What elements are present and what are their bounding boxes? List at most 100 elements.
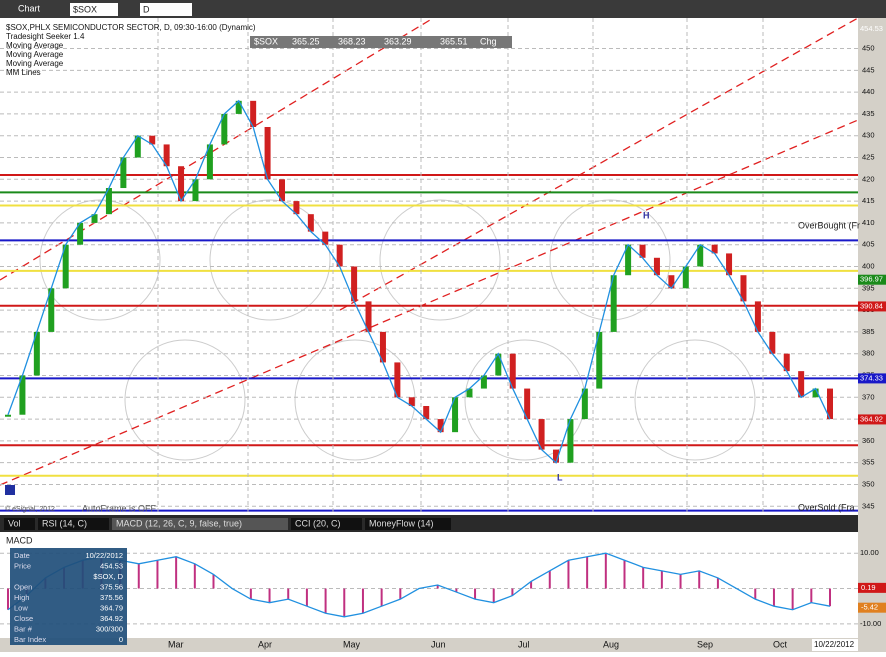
y-tick-label: 430 bbox=[862, 131, 875, 140]
indicator-tab[interactable] bbox=[38, 518, 109, 530]
overbought-label: OverBought (Fr bbox=[798, 220, 860, 230]
y-tick-label: 345 bbox=[862, 501, 875, 510]
candle bbox=[524, 388, 531, 420]
month-label: Aug bbox=[603, 639, 619, 649]
quote-open: 365.25 bbox=[292, 36, 320, 46]
data-window-value: 300/300 bbox=[96, 624, 123, 633]
data-window-value: $SOX, D bbox=[93, 572, 123, 581]
indicator-tab[interactable] bbox=[291, 518, 362, 530]
data-window-label: Low bbox=[14, 603, 28, 612]
toolbar bbox=[0, 0, 886, 18]
candle bbox=[77, 222, 84, 245]
candle bbox=[105, 188, 112, 215]
macd-title: MACD bbox=[6, 535, 33, 545]
indicator-tab-label[interactable]: Vol bbox=[8, 518, 21, 528]
candle bbox=[596, 331, 603, 389]
candle bbox=[423, 406, 430, 420]
candle bbox=[235, 100, 242, 114]
indicator-tab[interactable] bbox=[112, 518, 288, 530]
y-tick-label: 360 bbox=[862, 436, 875, 445]
month-label: May bbox=[343, 639, 361, 649]
macd-flag-label: -5.42 bbox=[861, 603, 878, 612]
indicator-tab-label[interactable]: MoneyFlow (14) bbox=[369, 518, 434, 528]
indicator-tab[interactable] bbox=[4, 518, 35, 530]
quote-close: 365.51 bbox=[440, 36, 468, 46]
p-marker[interactable] bbox=[5, 485, 15, 495]
price-flag bbox=[858, 23, 886, 34]
candle bbox=[740, 275, 747, 302]
candle bbox=[581, 388, 588, 420]
interval-box[interactable] bbox=[140, 3, 192, 16]
quote-symbol: $SOX bbox=[254, 36, 278, 46]
y-tick-label: 435 bbox=[862, 109, 875, 118]
data-window-label: High bbox=[14, 593, 29, 602]
data-window-label: Bar # bbox=[14, 624, 33, 633]
candle bbox=[452, 397, 459, 433]
candle bbox=[769, 331, 776, 354]
data-window-value: 375.56 bbox=[100, 582, 123, 591]
candle bbox=[221, 113, 228, 145]
data-window bbox=[10, 548, 127, 645]
quote-bar bbox=[250, 36, 512, 48]
data-window-value: 454.53 bbox=[100, 561, 123, 570]
window-title: Chart bbox=[18, 3, 41, 13]
y-tick-label: 450 bbox=[862, 44, 875, 53]
data-window-value: 364.92 bbox=[100, 614, 123, 623]
legend-line: $SOX,PHLX SEMICONDUCTOR SECTOR, D, 09:30… bbox=[6, 23, 256, 32]
candle bbox=[437, 419, 444, 433]
y-tick-label: 350 bbox=[862, 479, 875, 488]
legend-line: Moving Average bbox=[6, 59, 64, 68]
symbol[interactable]: $SOX bbox=[73, 4, 97, 14]
y-tick-label: 405 bbox=[862, 240, 875, 249]
candle bbox=[264, 126, 271, 180]
price-flag-label: 364.92 bbox=[860, 414, 883, 423]
macd-tick-label: -10.00 bbox=[860, 619, 881, 628]
data-window-label: Open bbox=[14, 582, 32, 591]
candle bbox=[538, 419, 545, 450]
y-tick-label: 400 bbox=[862, 261, 875, 270]
data-window-value: 375.56 bbox=[100, 593, 123, 602]
month-label: Oct bbox=[773, 639, 788, 649]
indicator-tab[interactable] bbox=[365, 518, 451, 530]
macd-flag-label: 0.19 bbox=[861, 583, 876, 592]
symbol-box[interactable] bbox=[70, 3, 118, 16]
candle bbox=[783, 353, 790, 372]
data-window-label: Date bbox=[14, 551, 30, 560]
candle bbox=[178, 166, 185, 202]
candle bbox=[192, 179, 199, 202]
candle bbox=[697, 244, 704, 267]
y-tick-label: 385 bbox=[862, 327, 875, 336]
candle bbox=[322, 231, 329, 245]
indicator-tab-label[interactable]: RSI (14, C) bbox=[42, 518, 87, 528]
month-label: Mar bbox=[168, 639, 184, 649]
candle bbox=[408, 397, 415, 407]
month-label: Apr bbox=[258, 639, 272, 649]
autoframe-label: AutoFrame is OFF bbox=[82, 503, 157, 513]
decor-circles bbox=[39, 199, 756, 461]
low-marker: L bbox=[557, 472, 563, 482]
y-tick-label: 420 bbox=[862, 174, 875, 183]
candle bbox=[149, 135, 156, 145]
data-window-value: 0 bbox=[119, 635, 123, 644]
candle bbox=[293, 201, 300, 215]
interval[interactable]: D bbox=[143, 4, 150, 14]
candle bbox=[682, 266, 689, 289]
candle bbox=[480, 375, 487, 389]
candle bbox=[250, 100, 257, 127]
candle bbox=[466, 388, 473, 398]
indicator-tab-label[interactable]: CCI (20, C) bbox=[295, 518, 341, 528]
candle bbox=[754, 301, 761, 332]
indicator-tab-label[interactable]: MACD (12, 26, C, 9, false, true) bbox=[116, 518, 242, 528]
legend-line: MM Lines bbox=[6, 68, 41, 77]
last-date: 10/22/2012 bbox=[814, 640, 855, 649]
y-tick-label: 395 bbox=[862, 283, 875, 292]
candle bbox=[279, 179, 285, 202]
candle bbox=[711, 244, 718, 254]
data-window-value: 10/22/2012 bbox=[85, 551, 123, 560]
candle bbox=[610, 275, 617, 332]
y-tick-label: 380 bbox=[862, 349, 875, 358]
price-axis bbox=[858, 18, 886, 652]
y-tick-label: 440 bbox=[862, 87, 875, 96]
oversold-label: OverSold (Fra bbox=[798, 502, 855, 512]
candle bbox=[495, 353, 502, 376]
